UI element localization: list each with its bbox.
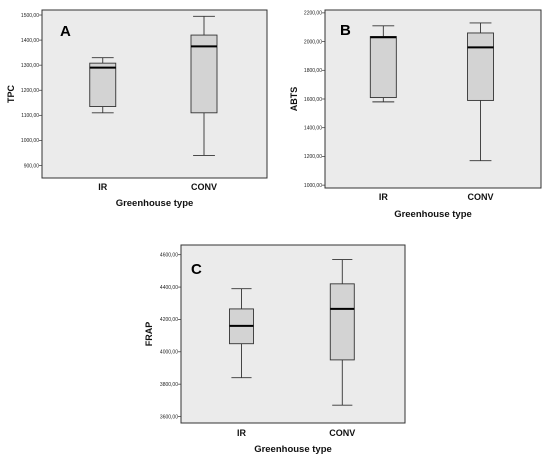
x-axis-label: Greenhouse type <box>394 209 472 220</box>
y-tick-label: 1200,00 <box>304 154 322 160</box>
category-label-ir: IR <box>98 182 108 192</box>
category-label-conv: CONV <box>191 182 217 192</box>
iqr-box <box>190 34 218 114</box>
category-label-conv: CONV <box>468 192 494 202</box>
category-label-ir: IR <box>379 192 389 202</box>
y-axis-label: ABTS <box>289 87 299 112</box>
y-tick-label: 4000,00 <box>160 350 178 356</box>
chart-panel-c: 3600,00 3800,00 4000,00 4200,00 4400,00 4600,… <box>144 244 406 455</box>
panel-label: C <box>191 261 202 278</box>
box-ir <box>229 288 254 379</box>
y-tick-label: 4400,00 <box>160 285 178 291</box>
y-axis-label: FRAP <box>144 322 154 347</box>
y-tick-label: 3800,00 <box>160 382 178 388</box>
y-tick-label: 4200,00 <box>160 317 178 323</box>
y-tick-label: 1100,00 <box>21 113 39 119</box>
y-tick-label: 900,00 <box>24 163 40 169</box>
x-axis-label: Greenhouse type <box>116 198 194 209</box>
plot-area <box>41 9 268 179</box>
y-tick-label: 1400,00 <box>21 38 39 44</box>
y-tick-label: 1000,00 <box>21 138 39 144</box>
box-conv <box>467 22 494 162</box>
plot-area <box>180 244 406 424</box>
category-label-ir: IR <box>237 428 247 438</box>
iqr-box <box>369 36 397 99</box>
iqr-box <box>89 62 117 107</box>
y-tick-label: 1500,00 <box>21 13 39 19</box>
panel-label: A <box>60 23 71 40</box>
y-tick-label: 2000,00 <box>304 39 322 45</box>
y-tick-label: 2200,00 <box>304 11 322 17</box>
y-tick-label: 3600,00 <box>160 414 178 420</box>
y-tick-label: 1400,00 <box>304 126 322 132</box>
y-tick-label: 4600,00 <box>160 253 178 259</box>
y-tick-label: 1800,00 <box>304 68 322 74</box>
box-conv <box>190 15 218 156</box>
box-ir <box>369 25 397 103</box>
iqr-box <box>329 283 355 361</box>
y-axis-label: TPC <box>6 84 16 103</box>
x-axis-label: Greenhouse type <box>254 444 332 455</box>
panel-label: B <box>340 22 351 39</box>
chart-panel-b: 1000,00 1200,00 1400,00 1600,00 1800,00 2000,… <box>289 9 542 220</box>
y-tick-label: 1300,00 <box>21 63 39 69</box>
plot-area <box>324 9 542 189</box>
chart-panel-a: 900,00 1000,00 1100,00 1200,00 1300,00 1400,0… <box>6 9 268 209</box>
category-label-conv: CONV <box>329 428 355 438</box>
y-tick-label: 1200,00 <box>21 88 39 94</box>
y-tick-label: 1000,00 <box>304 183 322 189</box>
iqr-box <box>467 32 494 101</box>
box-conv <box>329 259 355 406</box>
box-ir <box>89 57 117 114</box>
y-tick-label: 1600,00 <box>304 97 322 103</box>
